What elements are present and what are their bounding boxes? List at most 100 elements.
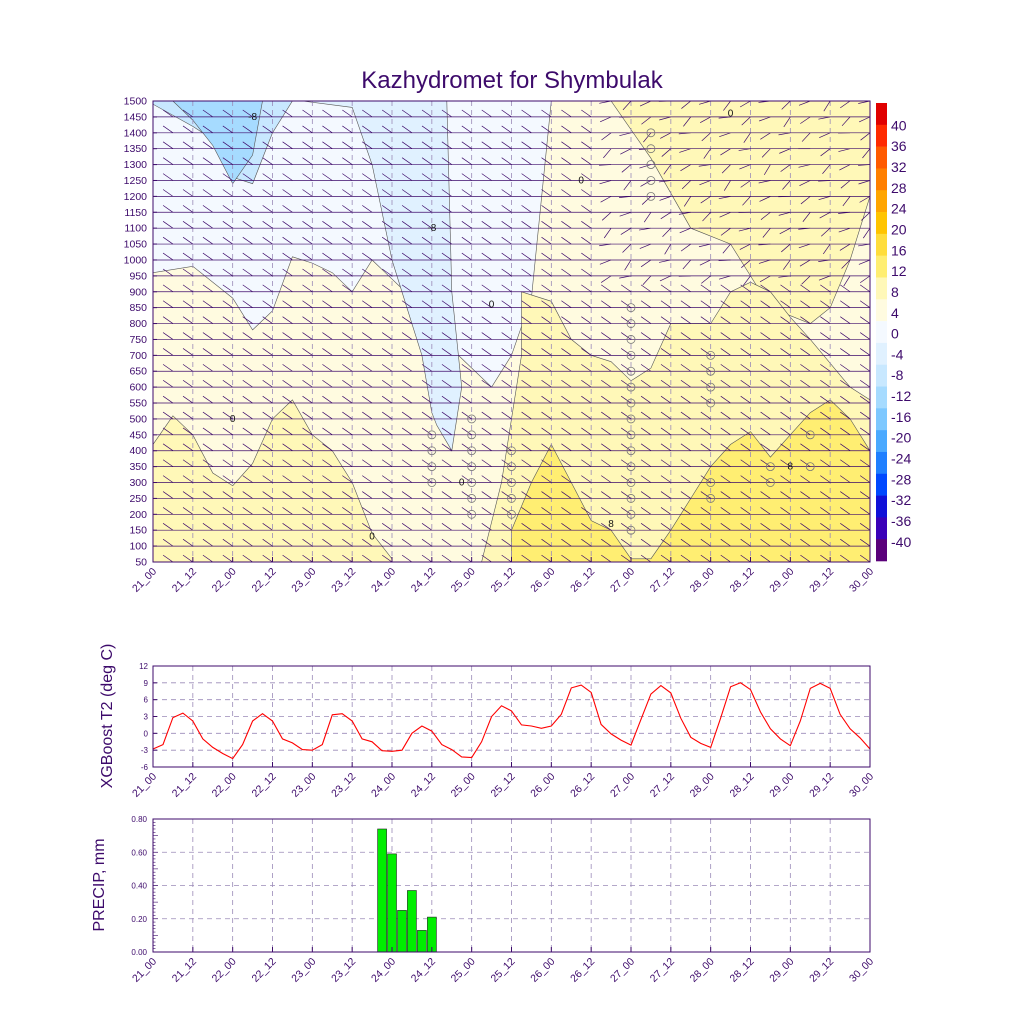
wind-barb — [441, 157, 452, 165]
contour-label: -8 — [427, 223, 436, 234]
wind-barb — [640, 348, 652, 356]
calm-circle — [467, 494, 477, 503]
wind-barb — [421, 411, 433, 420]
wind-barb — [242, 300, 253, 308]
wind-barb — [242, 236, 253, 245]
wind-barb — [640, 491, 652, 499]
wind-barb — [421, 459, 433, 467]
wind-barb — [782, 180, 791, 190]
wind-barb — [421, 379, 433, 388]
wind-barb — [501, 300, 512, 308]
wind-barb — [581, 507, 592, 515]
wind-barb — [501, 332, 512, 340]
wind-barb — [182, 157, 194, 165]
calm-circle — [626, 494, 636, 503]
wind-barb — [381, 221, 393, 229]
wind-barb — [242, 332, 253, 340]
wind-barb — [381, 316, 393, 324]
wind-barb — [780, 348, 791, 356]
wind-barb — [481, 364, 492, 372]
colorbar-swatch — [876, 408, 887, 431]
wind-barb — [461, 173, 472, 181]
wind-barb — [723, 180, 731, 191]
wind-barb — [342, 109, 353, 118]
wind-barb — [322, 538, 333, 547]
wind-barb — [351, 101, 353, 102]
wind-barb — [622, 243, 632, 253]
wind-barb — [859, 554, 870, 562]
y-tick-label: 600 — [129, 382, 147, 394]
wind-barb — [818, 196, 831, 201]
wind-barb — [780, 475, 791, 483]
wind-barb — [659, 196, 671, 201]
wind-barb — [620, 332, 632, 340]
wind-barb — [481, 443, 492, 452]
wind-barb — [302, 459, 313, 467]
wind-barb — [660, 395, 672, 404]
wind-barb — [501, 507, 512, 515]
wind-barb — [541, 316, 552, 324]
colorbar-swatch — [876, 277, 887, 300]
wind-barb — [780, 364, 791, 372]
wind-barb — [421, 252, 433, 261]
wind-barb — [760, 300, 771, 308]
wind-barb — [481, 332, 492, 340]
wind-barb — [640, 523, 652, 531]
y-tick-label: 350 — [129, 461, 147, 473]
wind-barb — [680, 507, 691, 515]
x-tick-label: 23_12 — [329, 956, 358, 985]
wind-barb — [481, 300, 492, 308]
wind-barb — [182, 125, 194, 134]
wind-barb — [561, 157, 572, 165]
wind-barb — [302, 300, 313, 308]
wind-barb — [421, 268, 433, 277]
y-tick-label: 900 — [129, 286, 147, 298]
wind-barb — [680, 332, 691, 340]
wind-barb — [741, 259, 751, 268]
wind-barb — [421, 364, 433, 372]
wind-barb — [421, 348, 433, 356]
x-tick-label: 23_12 — [329, 566, 358, 595]
contour-label: 0 — [578, 175, 584, 186]
wind-barb — [859, 300, 870, 308]
wind-barb — [561, 109, 572, 118]
wind-barb — [362, 141, 373, 149]
wind-barb — [182, 284, 194, 293]
wind-barb — [262, 332, 273, 340]
wind-barb — [640, 316, 652, 324]
wind-barb — [182, 507, 194, 515]
wind-barb — [700, 116, 711, 124]
wind-barb — [521, 205, 532, 213]
wind-barb — [362, 236, 373, 245]
wind-barb — [401, 205, 413, 213]
wind-barb — [311, 101, 313, 102]
wind-barb — [800, 475, 811, 483]
wind-barb — [282, 554, 293, 562]
wind-barb — [302, 475, 313, 483]
wind-barb — [581, 236, 592, 245]
wind-barb — [840, 379, 851, 388]
t2-series — [152, 682, 871, 760]
wind-barb — [601, 491, 612, 499]
wind-barb — [642, 275, 652, 286]
wind-barb — [521, 348, 532, 356]
wind-barb — [738, 227, 751, 232]
wind-barb — [521, 189, 532, 197]
calm-circle — [626, 414, 636, 424]
wind-barb — [342, 189, 353, 197]
wind-barb — [202, 395, 213, 404]
wind-barb — [599, 164, 612, 166]
wind-barb — [624, 259, 632, 271]
x-tick-label: 24_12 — [409, 771, 438, 800]
wind-barb — [658, 180, 671, 183]
wind-barb — [660, 348, 672, 356]
wind-barb — [601, 379, 612, 388]
colorbar-label: 20 — [891, 222, 907, 238]
wind-barb — [262, 316, 273, 324]
wind-barb — [720, 284, 731, 293]
wind-barb — [581, 157, 592, 165]
wind-barb — [202, 173, 213, 181]
x-tick-label: 26_12 — [568, 771, 597, 800]
wind-barb — [780, 316, 791, 324]
wind-barb — [859, 196, 870, 203]
